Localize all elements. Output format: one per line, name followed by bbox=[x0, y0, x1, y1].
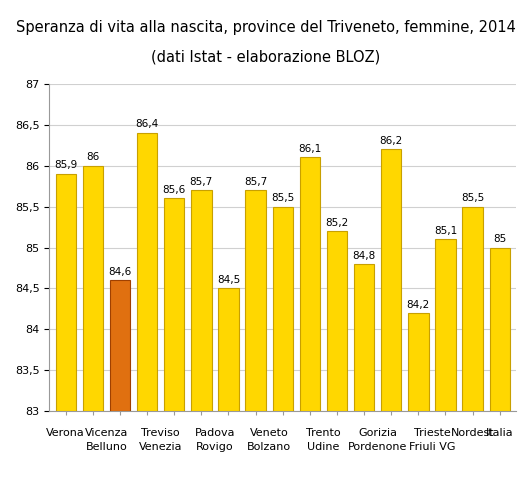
Text: Trieste: Trieste bbox=[414, 428, 450, 438]
Bar bbox=[218, 288, 238, 412]
Bar bbox=[299, 158, 320, 412]
Bar bbox=[408, 313, 429, 412]
Text: (dati Istat - elaborazione BLOZ): (dati Istat - elaborazione BLOZ) bbox=[151, 50, 380, 65]
Text: 85,2: 85,2 bbox=[326, 218, 349, 228]
Text: 85: 85 bbox=[493, 234, 507, 244]
Text: Trento: Trento bbox=[306, 428, 341, 438]
Bar bbox=[463, 207, 483, 412]
Text: Nordest: Nordest bbox=[451, 428, 494, 438]
Text: Udine: Udine bbox=[307, 442, 340, 452]
Text: Pordenone: Pordenone bbox=[348, 442, 407, 452]
Text: 84,2: 84,2 bbox=[407, 300, 430, 310]
Text: 85,7: 85,7 bbox=[190, 177, 213, 187]
Text: Gorizia: Gorizia bbox=[358, 428, 397, 438]
Text: Venezia: Venezia bbox=[139, 442, 183, 452]
Text: 85,5: 85,5 bbox=[271, 193, 294, 203]
Text: Italia: Italia bbox=[486, 428, 513, 438]
Text: Bolzano: Bolzano bbox=[247, 442, 291, 452]
Text: 86: 86 bbox=[86, 152, 99, 163]
Text: Treviso: Treviso bbox=[141, 428, 180, 438]
Text: Rovigo: Rovigo bbox=[196, 442, 234, 452]
Text: Verona: Verona bbox=[46, 428, 85, 438]
Text: Vicenza: Vicenza bbox=[85, 428, 128, 438]
Bar bbox=[327, 231, 347, 412]
Text: 84,6: 84,6 bbox=[108, 267, 132, 277]
Bar bbox=[381, 149, 401, 412]
Text: Speranza di vita alla nascita, province del Triveneto, femmine, 2014: Speranza di vita alla nascita, province … bbox=[15, 20, 516, 35]
Text: 86,1: 86,1 bbox=[298, 144, 321, 154]
Text: 86,4: 86,4 bbox=[135, 119, 159, 130]
Text: 86,2: 86,2 bbox=[380, 136, 403, 146]
Text: Belluno: Belluno bbox=[85, 442, 127, 452]
Bar bbox=[191, 190, 211, 412]
Bar bbox=[137, 133, 157, 412]
Text: Friuli VG: Friuli VG bbox=[409, 442, 455, 452]
Text: Veneto: Veneto bbox=[250, 428, 288, 438]
Bar bbox=[354, 264, 374, 412]
Bar bbox=[164, 198, 184, 412]
Text: Padova: Padova bbox=[195, 428, 235, 438]
Bar bbox=[110, 280, 130, 412]
Bar bbox=[490, 248, 510, 412]
Bar bbox=[245, 190, 266, 412]
Text: 85,5: 85,5 bbox=[461, 193, 484, 203]
Text: 84,8: 84,8 bbox=[353, 250, 376, 260]
Bar bbox=[272, 207, 293, 412]
Text: 85,7: 85,7 bbox=[244, 177, 267, 187]
Text: 85,1: 85,1 bbox=[434, 226, 457, 236]
Bar bbox=[83, 166, 103, 412]
Text: 84,5: 84,5 bbox=[217, 275, 240, 285]
Bar bbox=[56, 174, 76, 412]
Text: 85,6: 85,6 bbox=[162, 185, 186, 195]
Bar bbox=[435, 240, 456, 412]
Text: 85,9: 85,9 bbox=[54, 161, 78, 170]
